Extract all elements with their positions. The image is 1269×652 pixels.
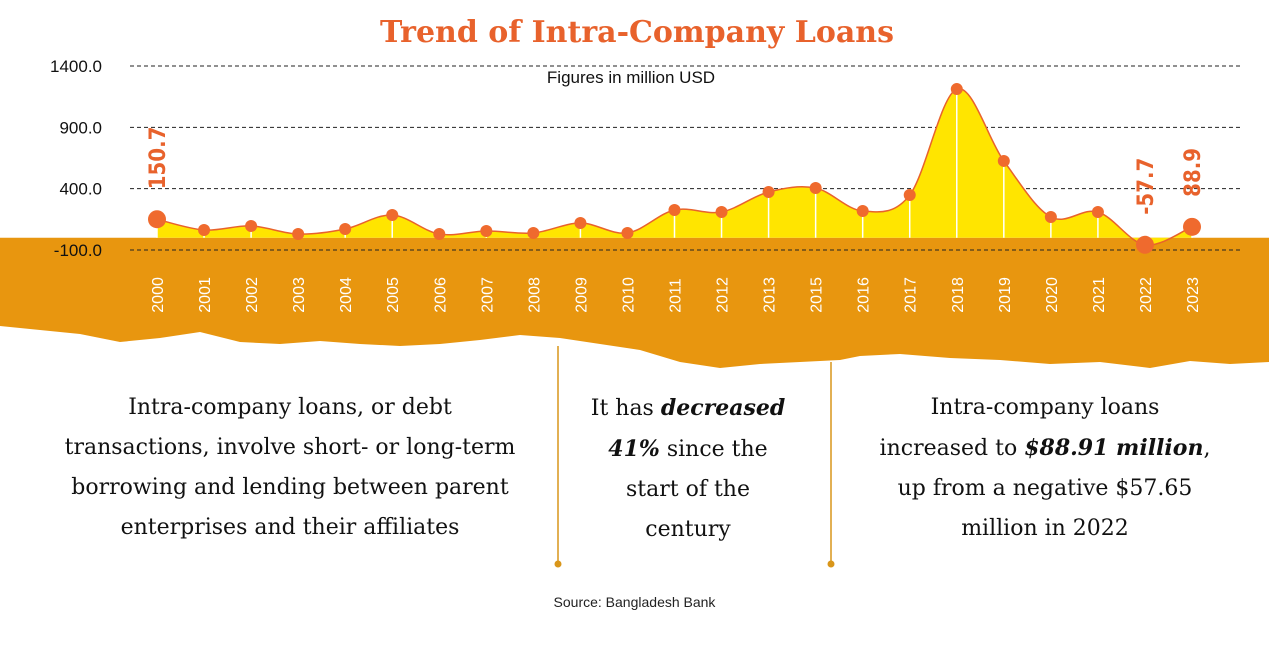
connector-dot xyxy=(827,560,835,568)
point xyxy=(1183,217,1201,236)
note-emphasis: $88.91 million xyxy=(1024,435,1204,461)
x-tick-label: 2003 xyxy=(291,277,308,313)
y-tick-label: -100.0 xyxy=(54,241,102,260)
note-emphasis: decreased 41% xyxy=(608,395,786,462)
x-tick-label: 2010 xyxy=(620,277,637,313)
point xyxy=(668,204,681,217)
x-tick-label: 2006 xyxy=(432,277,449,313)
x-tick-label: 2009 xyxy=(573,277,590,313)
x-tick-label: 2007 xyxy=(479,277,496,313)
note-text: Intra-company loans increased to xyxy=(879,395,1160,461)
point xyxy=(480,224,493,237)
x-tick-label: 2000 xyxy=(150,277,167,313)
point xyxy=(856,204,869,217)
x-tick-label: 2008 xyxy=(526,277,543,313)
point xyxy=(809,182,822,195)
x-tick-label: 2012 xyxy=(715,277,732,313)
point xyxy=(148,210,166,229)
x-tick-label: 2019 xyxy=(997,277,1014,313)
source: Source: Bangladesh Bank xyxy=(553,594,716,610)
y-tick-label: 900.0 xyxy=(59,118,102,137)
x-tick-label: 2002 xyxy=(244,277,261,313)
value-label: 150.7 xyxy=(146,127,171,190)
note-text: Intra-company loans, or debt transaction… xyxy=(64,395,516,540)
x-tick-label: 2013 xyxy=(762,277,779,313)
note: It has decreased 41% since the start of … xyxy=(588,388,788,550)
point xyxy=(950,83,963,96)
value-label: -57.7 xyxy=(1134,158,1159,215)
point xyxy=(198,224,211,237)
x-tick-label: 2017 xyxy=(903,277,920,313)
point xyxy=(292,228,305,241)
x-tick-label: 2004 xyxy=(338,277,355,313)
point xyxy=(1044,211,1057,224)
point xyxy=(1091,205,1104,218)
note-text: since the start of the century xyxy=(625,437,768,542)
note-text: It has xyxy=(590,396,661,421)
point xyxy=(1135,235,1154,254)
x-tick-label: 2005 xyxy=(385,277,402,313)
x-tick-label: 2018 xyxy=(950,277,967,313)
area xyxy=(157,88,1192,246)
point xyxy=(245,219,258,232)
point xyxy=(762,185,775,198)
note-text: , up from a negative $57.65 million in 2… xyxy=(897,436,1211,541)
point xyxy=(386,209,399,222)
point xyxy=(715,205,728,218)
x-tick-label: 2023 xyxy=(1185,277,1202,313)
point xyxy=(339,223,352,236)
x-tick-label: 2016 xyxy=(856,277,873,313)
point xyxy=(903,189,916,202)
connector-dot xyxy=(554,560,562,568)
chart-title: Trend of Intra-Company Loans xyxy=(380,15,894,50)
point xyxy=(621,226,634,239)
x-tick-label: 2021 xyxy=(1091,277,1108,313)
chart-subtitle: Figures in million USD xyxy=(547,68,715,87)
x-tick-label: 2015 xyxy=(809,277,826,313)
band xyxy=(0,237,1269,368)
x-tick-label: 2020 xyxy=(1044,277,1061,313)
point xyxy=(574,217,587,230)
value-label: 88.9 xyxy=(1181,148,1206,197)
x-tick-label: 2011 xyxy=(668,278,685,313)
point xyxy=(997,154,1010,167)
point xyxy=(527,226,540,239)
x-tick-label: 2022 xyxy=(1138,277,1155,313)
y-tick-label: 400.0 xyxy=(59,180,102,199)
point xyxy=(433,228,446,241)
x-tick-label: 2001 xyxy=(197,277,214,313)
note: Intra-company loans, or debt transaction… xyxy=(55,388,525,548)
y-tick-label: 1400.0 xyxy=(50,57,102,76)
note: Intra-company loans increased to $88.91 … xyxy=(875,388,1215,549)
